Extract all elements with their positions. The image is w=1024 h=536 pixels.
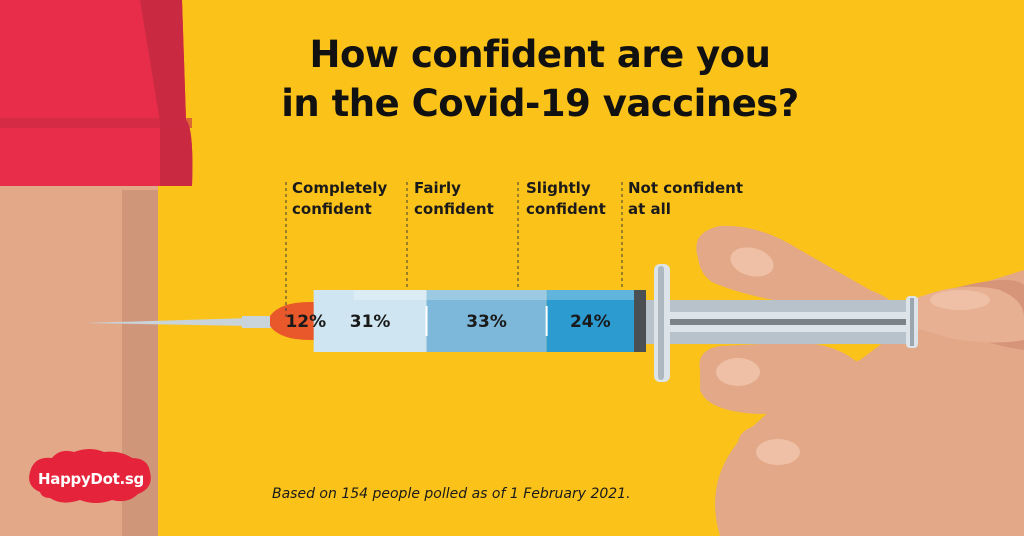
logo-text: HappyDot.sg [38, 470, 144, 488]
hand-illustration [696, 225, 1024, 536]
title-line-1: How confident are you [309, 33, 771, 76]
value-label-not-at-all: 24% [569, 312, 611, 332]
segment-fairly [313, 290, 427, 352]
category-label-slightly: Slightly confident [526, 179, 606, 218]
rubber-stopper [634, 290, 646, 352]
arm-illustration [0, 0, 193, 536]
category-label-fairly: Fairly confident [414, 179, 494, 218]
category-markers [285, 182, 623, 318]
syringe [84, 182, 918, 382]
value-label-completely: 12% [285, 312, 327, 332]
chart-title: How confident are you in the Covid-19 va… [220, 30, 860, 128]
value-label-fairly: 31% [349, 312, 391, 332]
barrel-highlight [353, 290, 634, 300]
segment-not-at-all [546, 290, 634, 352]
category-label-completely: Completely confident [292, 179, 388, 218]
needle [84, 318, 250, 326]
sleeve [0, 0, 193, 186]
segment-slightly [426, 290, 547, 352]
category-label-not-at-all: Not confident at all [628, 179, 744, 218]
syringe-barrel [270, 290, 646, 352]
footnote: Based on 154 people polled as of 1 Febru… [272, 486, 631, 502]
value-label-slightly: 33% [466, 312, 507, 332]
title-line-2: in the Covid-19 vaccines? [281, 82, 799, 125]
happydot-logo [29, 449, 151, 503]
